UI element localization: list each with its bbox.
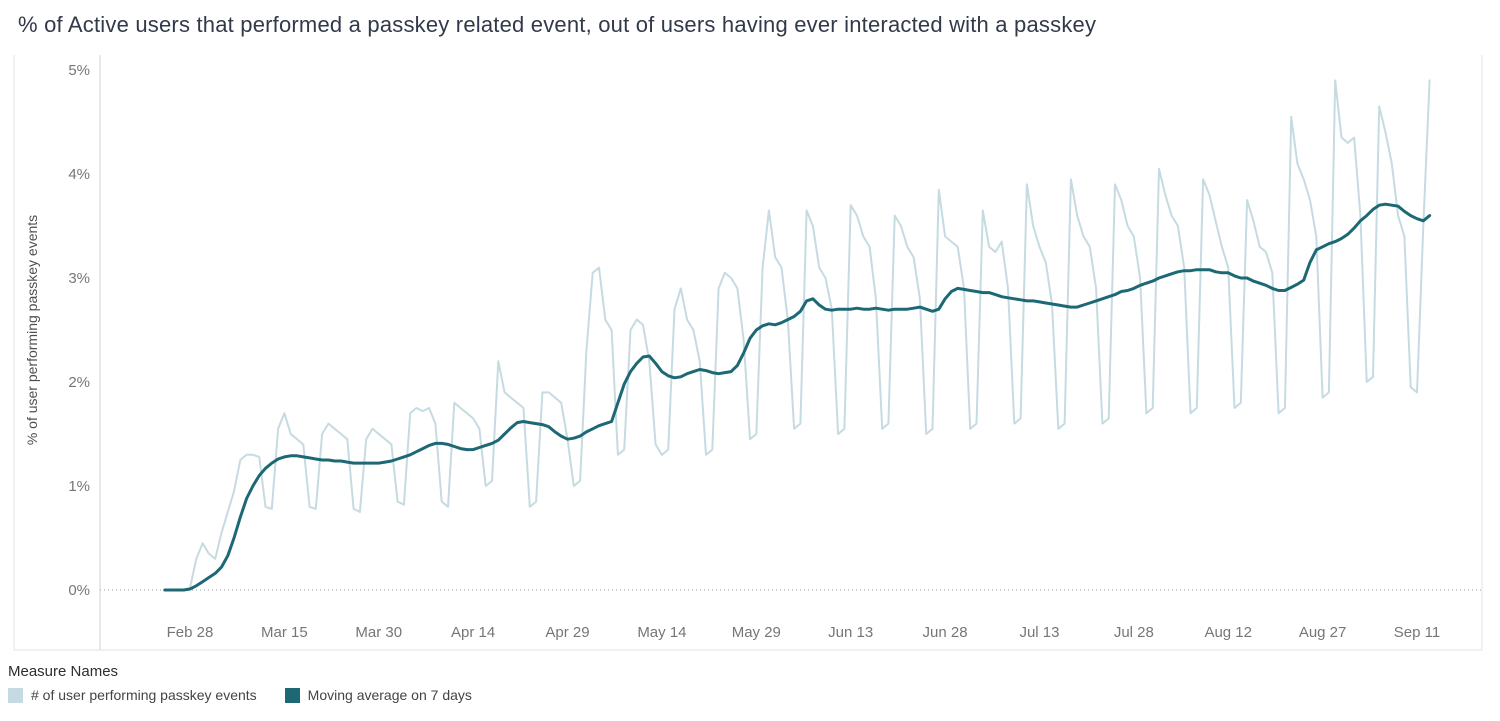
x-tick-label: Sep 11: [1394, 624, 1440, 641]
x-tick-label: May 14: [637, 624, 686, 641]
chart-region: 0% 1% 2% 3% 4% 5% Feb 28 Mar 15 Mar 30 Apr 14 Apr …: [0, 55, 1500, 655]
moving-average-series-line[interactable]: [163, 202, 1432, 592]
legend-item-label: # of user performing passkey events: [31, 687, 257, 703]
daily-series-swatch[interactable]: [8, 687, 23, 703]
legend: Measure Names # of user performing passk…: [8, 663, 472, 703]
y-tick-label: 1%: [68, 478, 90, 495]
x-tick-label: Jun 13: [828, 624, 873, 641]
y-axis-title: % of user performing passkey events: [24, 214, 40, 446]
moving-average-swatch[interactable]: [284, 687, 300, 703]
x-tick-label: May 29: [732, 624, 781, 641]
x-tick-label: Aug 27: [1299, 624, 1347, 641]
x-tick-label: Jul 13: [1019, 624, 1059, 641]
x-tick-label: Jun 28: [923, 624, 968, 641]
legend-item-moving-average[interactable]: Moving average on 7 days: [284, 687, 472, 703]
x-tick-label: Aug 12: [1204, 624, 1252, 641]
daily-series-line[interactable]: [163, 79, 1431, 591]
legend-title: Measure Names: [8, 663, 119, 680]
x-tick-label: Apr 14: [451, 624, 495, 641]
y-tick-label: 2%: [68, 374, 90, 391]
x-tick-label: Feb 28: [167, 624, 214, 641]
legend-item-daily-series[interactable]: # of user performing passkey events: [8, 687, 257, 703]
x-tick-label: Jul 28: [1114, 624, 1154, 641]
x-tick-label: Mar 30: [355, 624, 402, 641]
chart-plot: 0% 1% 2% 3% 4% 5% Feb 28 Mar 15 Mar 30 Apr 14 Apr …: [13, 55, 1483, 651]
y-tick-label: 0%: [68, 582, 90, 599]
y-tick-label: 3%: [68, 270, 90, 287]
y-tick-label: 4%: [68, 166, 90, 183]
chart-title: % of Active users that performed a passk…: [18, 12, 1097, 37]
legend-item-label: Moving average on 7 days: [307, 687, 472, 703]
x-tick-label: Mar 15: [261, 624, 308, 641]
y-tick-label: 5%: [68, 62, 90, 79]
legend-items: # of user performing passkey events Movi…: [8, 687, 472, 703]
x-tick-label: Apr 29: [545, 624, 589, 641]
